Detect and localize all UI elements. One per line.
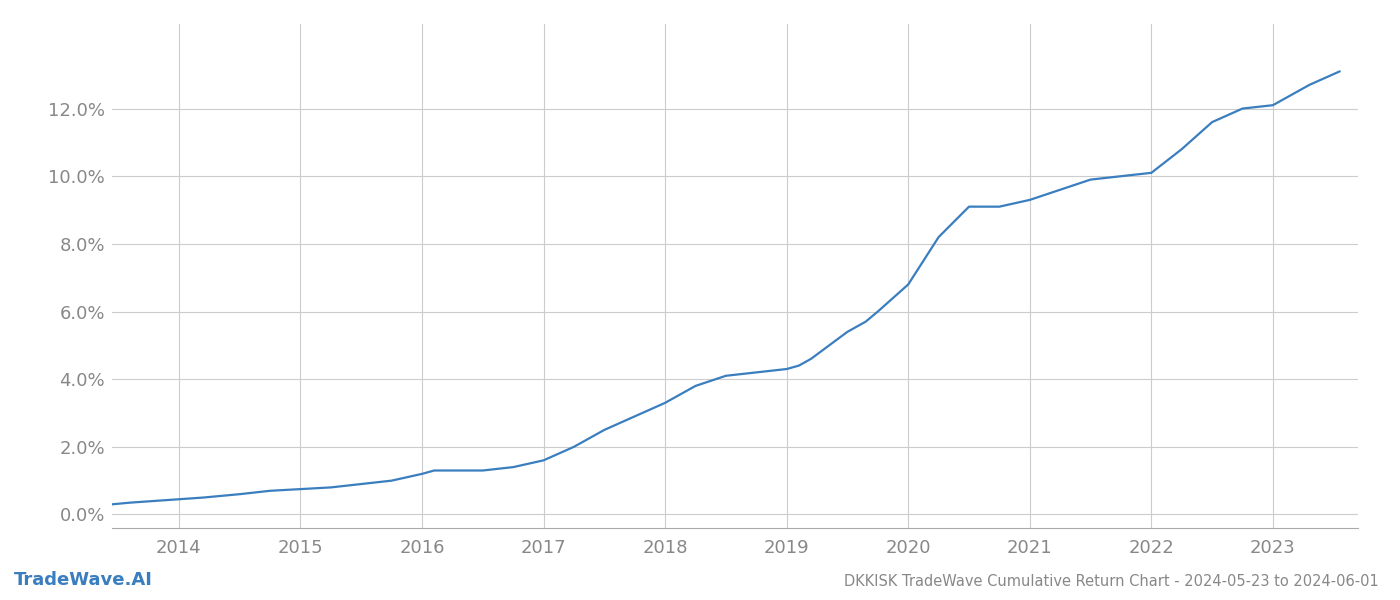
Text: DKKISK TradeWave Cumulative Return Chart - 2024-05-23 to 2024-06-01: DKKISK TradeWave Cumulative Return Chart… [844, 574, 1379, 589]
Text: TradeWave.AI: TradeWave.AI [14, 571, 153, 589]
